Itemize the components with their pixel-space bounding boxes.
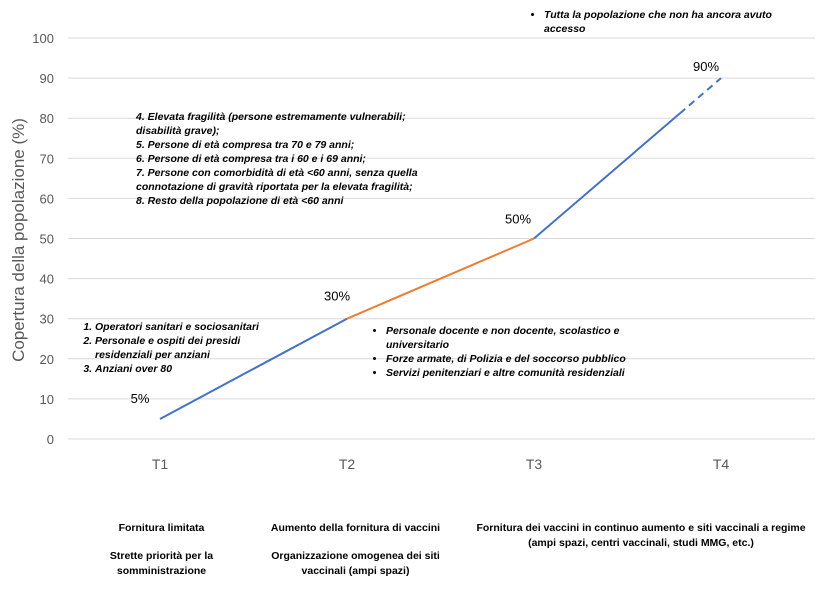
y-tick-label: 30: [40, 312, 54, 327]
list-item: 7. Persone con comorbidità di età <60 an…: [136, 167, 418, 193]
series-segment: [533, 112, 681, 240]
data-label: 90%: [693, 59, 719, 74]
list-item: Tutta la popolazione che non ha ancora a…: [544, 8, 790, 36]
y-axis-label: Copertura della popolazione (%): [9, 118, 28, 362]
series-segment: [346, 237, 535, 320]
list-item: Personale e ospiti dei presidi residenzi…: [95, 334, 289, 362]
list-item: Servizi penitenziari e altre comunità re…: [386, 366, 662, 380]
x-axis-ticks: T1 T2 T3 T4: [152, 456, 730, 472]
y-tick-label: 70: [40, 151, 54, 166]
list-item: Forze armate, di Polizia e del soccorso …: [386, 352, 662, 366]
point-labels: 5% 30% 50% 90%: [131, 59, 720, 406]
phase4-priority-list: Tutta la popolazione che non ha ancora a…: [520, 8, 790, 36]
list-item: Anziani over 80: [95, 362, 289, 376]
list-item: 8. Resto della popolazione di età <60 an…: [136, 195, 344, 207]
list-item: 6. Persone di età compresa tra i 60 e i …: [136, 153, 366, 165]
y-tick-label: 50: [40, 232, 54, 247]
phase-description-1: Fornitura limitata Strette priorità per …: [84, 521, 239, 579]
series-segment-dashed: [679, 77, 722, 115]
y-tick-label: 90: [40, 71, 54, 86]
y-tick-label: 100: [32, 31, 54, 46]
phase1-priority-list: Operatori sanitari e sociosanitari Perso…: [69, 320, 289, 376]
list-item: 5. Persone di età compresa tra 70 e 79 a…: [136, 139, 355, 151]
phase3-priority-list: 4. Elevata fragilità (persone estremamen…: [136, 110, 426, 208]
x-tick-label: T2: [339, 456, 356, 472]
list-item: Operatori sanitari e sociosanitari: [95, 320, 289, 334]
y-tick-label: 10: [40, 392, 54, 407]
phase-description-2: Aumento della fornitura di vaccini Organ…: [258, 521, 453, 579]
phase-description-line: Aumento della fornitura di vaccini: [270, 522, 441, 534]
x-tick-label: T1: [152, 456, 169, 472]
phase-description-line: Fornitura limitata: [118, 522, 205, 534]
data-label: 30%: [324, 289, 350, 304]
list-item: 4. Elevata fragilità (persone estremamen…: [136, 111, 406, 137]
x-tick-label: T3: [526, 456, 543, 472]
phase-description-line: Organizzazione omogenea dei siti vaccina…: [271, 550, 440, 577]
phase-description-3: Fornitura dei vaccini in continuo aument…: [466, 521, 816, 551]
y-tick-label: 40: [40, 272, 54, 287]
phase-description-line: Fornitura dei vaccini in continuo aument…: [476, 522, 806, 549]
data-label: 50%: [505, 212, 531, 227]
y-tick-label: 80: [40, 111, 54, 126]
phase2-priority-list: Personale docente e non docente, scolast…: [362, 324, 662, 380]
data-label: 5%: [131, 391, 150, 406]
y-tick-label: 0: [47, 432, 54, 447]
list-item: Personale docente e non docente, scolast…: [386, 324, 662, 352]
x-tick-label: T4: [713, 456, 730, 472]
phase-description-line: Strette priorità per la somministrazione: [109, 550, 214, 577]
y-axis-ticks: 0 10 20 30 40 50 60 70 80 90 100: [32, 31, 54, 447]
series-lines: [159, 77, 722, 420]
y-tick-label: 20: [40, 352, 54, 367]
series-segment: [159, 317, 348, 420]
y-tick-label: 60: [40, 191, 54, 206]
